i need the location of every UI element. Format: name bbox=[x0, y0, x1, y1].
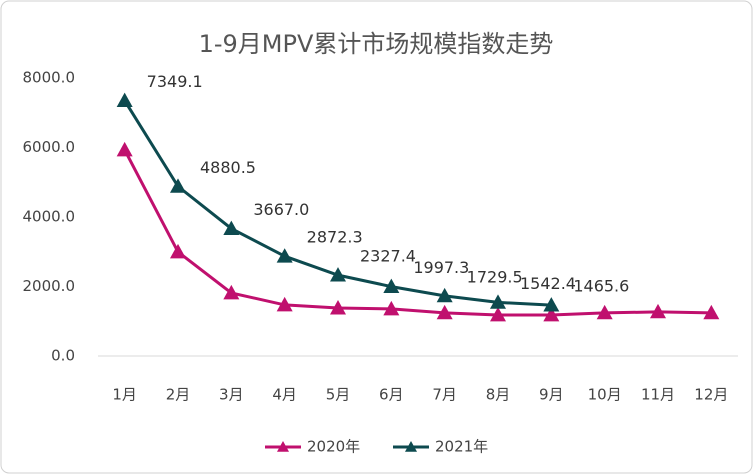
x-tick-label: 2月 bbox=[166, 386, 191, 404]
point-marker bbox=[170, 243, 186, 259]
legend-marker bbox=[277, 441, 289, 452]
series-line bbox=[123, 149, 712, 317]
x-tick-label: 10月 bbox=[588, 386, 622, 404]
point-marker bbox=[490, 306, 506, 322]
point-marker bbox=[383, 300, 400, 316]
x-tick-label: 12月 bbox=[694, 386, 728, 404]
point-marker bbox=[276, 296, 293, 312]
y-tick-label: 0.0 bbox=[51, 347, 75, 365]
point-marker bbox=[703, 304, 720, 320]
x-tick-label: 5月 bbox=[326, 386, 351, 404]
data-label: 1465.6 bbox=[573, 277, 629, 296]
y-tick-label: 2000.0 bbox=[23, 277, 76, 295]
legend-label: 2021年 bbox=[435, 438, 488, 456]
point-marker bbox=[490, 294, 506, 309]
point-marker bbox=[543, 306, 560, 322]
point-marker bbox=[383, 278, 400, 293]
x-tick-label: 7月 bbox=[432, 386, 457, 404]
legend-marker bbox=[405, 441, 417, 452]
point-marker bbox=[276, 248, 293, 263]
data-label: 1729.5 bbox=[467, 267, 523, 286]
x-tick-label: 4月 bbox=[272, 386, 297, 404]
y-tick-label: 8000.0 bbox=[23, 69, 76, 87]
point-marker bbox=[543, 297, 560, 312]
data-label: 2327.4 bbox=[360, 247, 416, 266]
point-marker bbox=[223, 220, 240, 235]
point-marker bbox=[436, 304, 453, 320]
point-marker bbox=[650, 303, 666, 319]
legend-label: 2020年 bbox=[307, 438, 360, 456]
point-marker bbox=[330, 300, 346, 315]
chart-title: 1-9月MPV累计市场规模指数走势 bbox=[199, 30, 554, 58]
x-tick-label: 1月 bbox=[112, 386, 137, 404]
x-tick-label: 3月 bbox=[219, 386, 244, 404]
x-tick-label: 9月 bbox=[539, 386, 564, 404]
data-label: 1997.3 bbox=[413, 258, 469, 277]
point-marker bbox=[116, 92, 133, 108]
data-label: 7349.1 bbox=[147, 72, 203, 91]
data-label: 3667.0 bbox=[253, 200, 309, 219]
y-tick-label: 4000.0 bbox=[23, 208, 76, 226]
point-marker bbox=[223, 284, 240, 300]
x-tick-label: 8月 bbox=[486, 386, 511, 404]
data-label: 1542.4 bbox=[520, 274, 576, 293]
x-tick-label: 6月 bbox=[379, 386, 404, 404]
data-label: 4880.5 bbox=[200, 158, 256, 177]
data-label: 2872.3 bbox=[307, 228, 363, 247]
point-marker bbox=[330, 267, 346, 282]
point-marker bbox=[116, 141, 133, 157]
y-tick-label: 6000.0 bbox=[23, 138, 76, 156]
point-marker bbox=[170, 178, 186, 193]
point-marker bbox=[436, 287, 453, 303]
point-marker bbox=[596, 304, 613, 320]
x-tick-label: 11月 bbox=[641, 386, 675, 404]
